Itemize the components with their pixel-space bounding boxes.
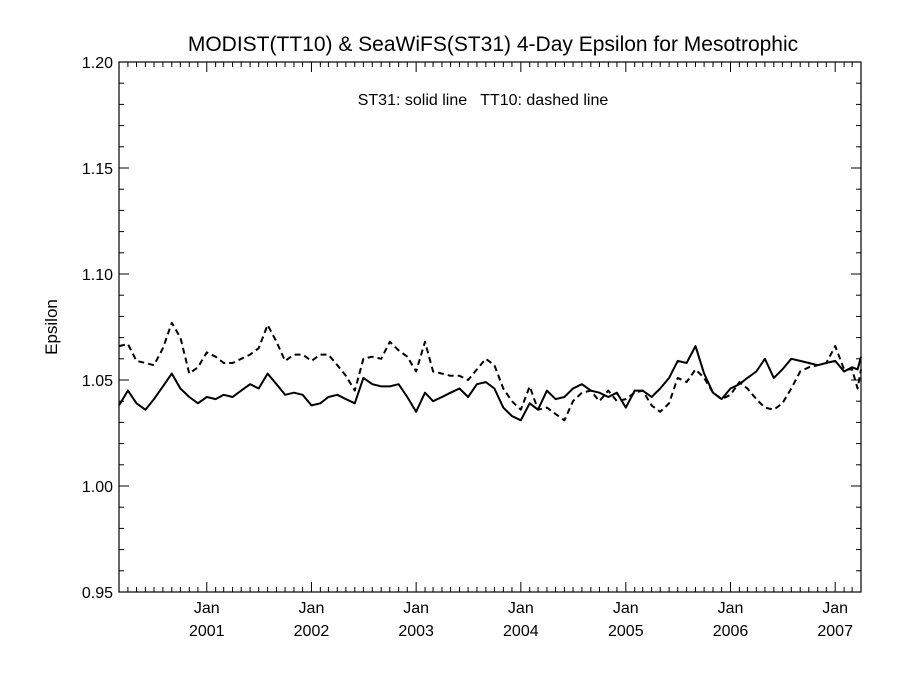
x-tick-month-label: Jan [718,600,744,617]
y-axis-label: Epsilon [42,299,61,355]
x-tick-month-label: Jan [194,600,220,617]
y-tick-label: 0.95 [82,585,113,602]
x-tick-month-label: Jan [508,600,534,617]
x-tick-year-label: 2006 [713,623,749,640]
series-line-st31 [118,345,862,422]
x-tick-year-label: 2005 [608,623,644,640]
plot-frame [118,61,862,593]
x-tick-month-label: Jan [299,600,325,617]
y-tick-label: 1.10 [82,267,113,284]
series-line-tt10 [118,321,862,422]
line-style-note: ST31: solid line TT10: dashed line [358,92,609,109]
x-tick-year-label: 2001 [189,623,225,640]
y-tick-label: 1.00 [82,479,113,496]
y-axis: 0.95 1.00 1.05 1.10 1.15 1.20 [82,55,861,602]
y-tick-label: 1.20 [82,55,113,72]
x-tick-year-label: 2007 [817,623,853,640]
x-tick-month-label: Jan [403,600,429,617]
chart-title: MODIST(TT10) & SeaWiFS(ST31) 4-Day Epsil… [188,33,798,56]
x-tick-month-label: Jan [822,600,848,617]
x-axis: Jan 2001 Jan 2002 Jan 2003 Jan 2004 Jan 2005 Jan 20… [118,62,862,640]
x-tick-year-label: 2003 [398,623,434,640]
y-tick-label: 1.05 [82,373,113,390]
x-tick-year-label: 2004 [503,623,539,640]
y-tick-label: 1.15 [82,161,113,178]
x-tick-year-label: 2002 [294,623,330,640]
series-layer [118,321,862,422]
x-tick-month-label: Jan [613,600,639,617]
